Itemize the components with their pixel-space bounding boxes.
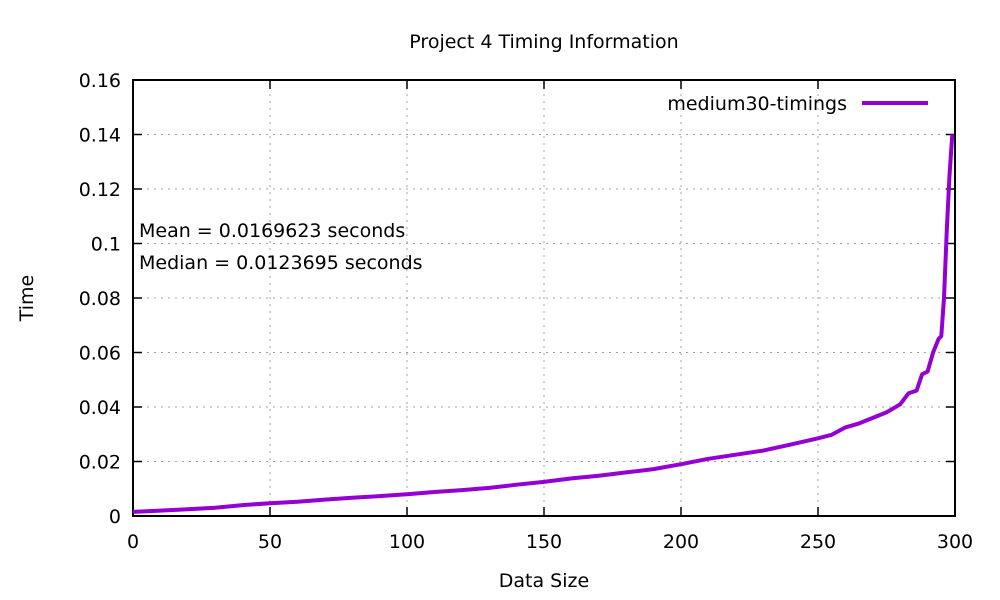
y-tick-label: 0.04 <box>79 397 121 419</box>
y-tick-label: 0.14 <box>79 125 121 147</box>
legend: medium30-timings <box>667 93 928 115</box>
x-tick-label: 300 <box>937 531 973 553</box>
y-tick-label: 0.02 <box>79 452 121 474</box>
series-line-medium30-timings <box>132 134 955 514</box>
median-annotation: Median = 0.0123695 seconds <box>139 252 423 274</box>
y-tick-label: 0.06 <box>79 343 121 365</box>
x-tick-label: 250 <box>800 531 836 553</box>
grid <box>133 80 955 516</box>
y-tick-label: 0.1 <box>91 234 121 256</box>
ticks: 0 50 100 150 200 250 300 0 0.02 0.04 0.06 0.08 0.1 0.… <box>79 70 973 553</box>
mean-annotation: Mean = 0.0169623 seconds <box>139 220 405 242</box>
plot-border <box>132 79 956 517</box>
x-tick-label: 50 <box>258 531 282 553</box>
chart-title: Project 4 Timing Information <box>409 31 678 53</box>
legend-label: medium30-timings <box>667 93 847 115</box>
y-tick-label: 0.12 <box>79 179 121 201</box>
y-axis-label: Time <box>16 275 38 323</box>
y-tick-label: 0.08 <box>79 288 121 310</box>
x-tick-label: 200 <box>663 531 699 553</box>
x-tick-label: 0 <box>127 531 139 553</box>
y-tick-label: 0.16 <box>79 70 121 92</box>
y-tick-label: 0 <box>109 506 121 528</box>
x-tick-label: 150 <box>526 531 562 553</box>
x-axis-label: Data Size <box>499 570 589 592</box>
x-tick-label: 100 <box>389 531 425 553</box>
